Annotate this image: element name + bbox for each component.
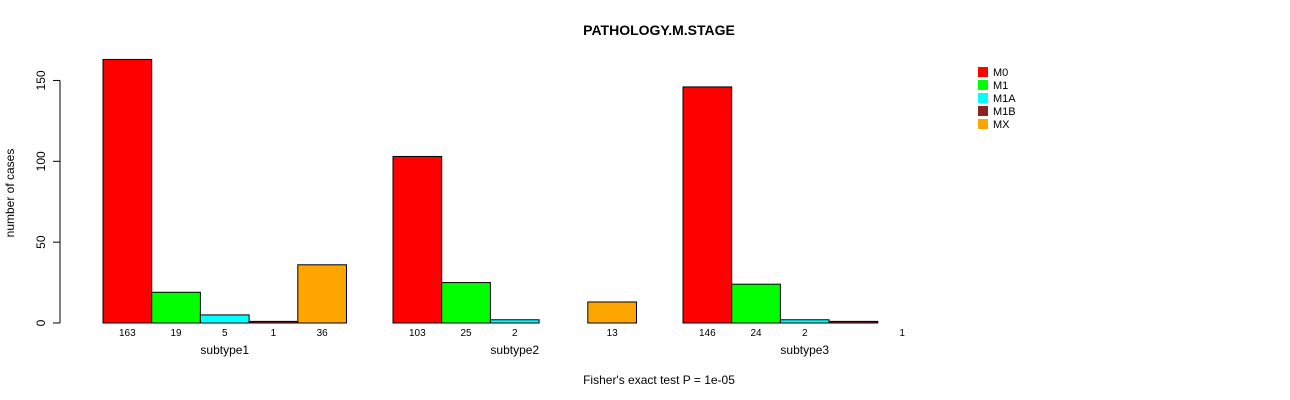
count-label: 163 xyxy=(119,328,136,339)
group-label: subtype1 xyxy=(200,343,249,357)
legend-label: M1B xyxy=(993,106,1016,118)
count-label: 2 xyxy=(802,328,808,339)
legend-label: M1 xyxy=(993,80,1008,92)
y-tick-label: 100 xyxy=(34,151,48,171)
y-axis-label: number of cases xyxy=(3,149,17,238)
count-label: 24 xyxy=(750,328,762,339)
y-tick-label: 50 xyxy=(34,235,48,249)
count-label: 103 xyxy=(409,328,426,339)
group-label: subtype2 xyxy=(490,343,539,357)
bars-layer xyxy=(102,58,879,324)
bar-subtype1-m1 xyxy=(151,291,201,324)
y-tick-label: 0 xyxy=(34,319,48,326)
count-label: 13 xyxy=(607,328,619,339)
group-label: subtype3 xyxy=(780,343,829,357)
count-label: 146 xyxy=(699,328,716,339)
labels-layer: 163 19 5 1 36 subtype1 103 25 2 13 subtype2 146 24 2 1… xyxy=(119,328,905,357)
count-label: 5 xyxy=(222,328,228,339)
y-axis: 0 50 100 150 xyxy=(34,70,61,326)
count-label: 2 xyxy=(512,328,518,339)
count-label: 36 xyxy=(317,328,329,339)
bar-subtype2-m1a xyxy=(489,319,540,324)
legend-label: M1A xyxy=(993,93,1016,105)
legend-swatch-m1a xyxy=(978,93,988,103)
bar-subtype1-m1a xyxy=(199,314,250,324)
bar-subtype3-m1a xyxy=(779,319,830,324)
legend-swatch-m1 xyxy=(978,80,988,90)
chart-footer: Fisher's exact test P = 1e-05 xyxy=(583,373,735,387)
count-label: 25 xyxy=(460,328,472,339)
legend-swatch-m0 xyxy=(978,67,988,77)
bar-subtype2-mx xyxy=(587,301,637,324)
bar-subtype1-m1b xyxy=(248,320,299,324)
legend-label: M0 xyxy=(993,67,1008,79)
legend-swatch-m1b xyxy=(978,106,988,116)
bar-subtype2-m0 xyxy=(392,155,443,324)
legend-swatch-mx xyxy=(978,119,988,129)
bar-subtype3-m1 xyxy=(731,283,781,324)
bar-subtype1-mx xyxy=(297,264,347,324)
bar-subtype3-m1b xyxy=(828,320,879,324)
chart-title: PATHOLOGY.M.STAGE xyxy=(583,22,735,38)
bar-subtype3-m0 xyxy=(682,86,733,324)
count-label: 1 xyxy=(271,328,277,339)
bar-subtype1-m0 xyxy=(102,58,153,324)
count-label: 19 xyxy=(170,328,182,339)
count-label: 1 xyxy=(899,328,905,339)
bar-subtype2-m1 xyxy=(441,282,491,324)
y-tick-label: 150 xyxy=(34,70,48,90)
legend-label: MX xyxy=(993,119,1010,131)
